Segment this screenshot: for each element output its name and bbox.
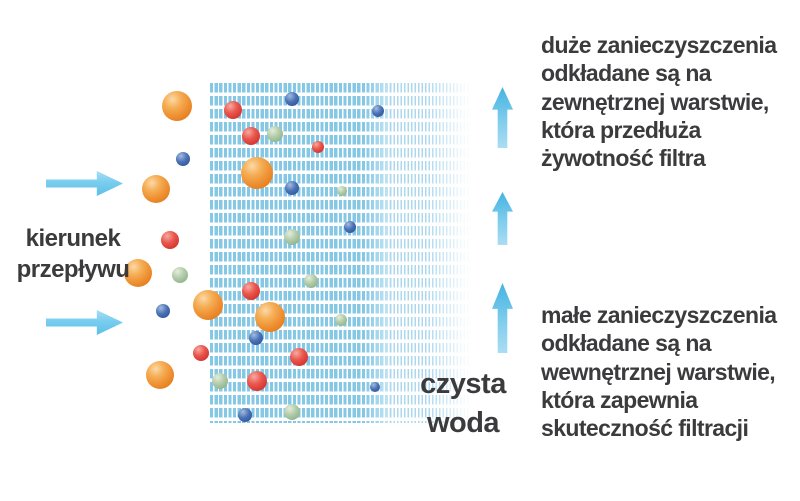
particle-orange (142, 175, 170, 203)
clean-water-label: czysta woda (410, 365, 516, 443)
particle-green (337, 186, 347, 196)
clean-water-line1: czysta (420, 368, 506, 400)
particle-blue (370, 382, 380, 392)
particle-green (304, 274, 318, 288)
particle-red (247, 371, 267, 391)
particle-green (284, 229, 300, 245)
particle-red (242, 282, 260, 300)
particle-red (312, 141, 324, 153)
particle-blue (285, 181, 299, 195)
note-top-line2: odkładane są na (541, 60, 712, 87)
particle-orange (255, 302, 285, 332)
note-bottom-line3: wewnętrznej warstwie, (541, 358, 776, 385)
note-top-line1: duże zanieczyszczenia (541, 32, 777, 58)
note-large-contaminants: duże zanieczyszczenia odkładane są na ze… (541, 31, 793, 172)
particle-green (212, 373, 228, 389)
particle-orange (146, 361, 174, 389)
particle-green (267, 126, 283, 142)
particle-orange (193, 290, 223, 320)
particle-orange (124, 259, 152, 287)
particle-red (242, 127, 260, 145)
flow-direction-line2: przepływu (16, 256, 130, 283)
particle-orange (241, 157, 273, 189)
note-small-contaminants: małe zanieczyszczenia odkładane są na we… (541, 301, 793, 442)
particle-blue (249, 331, 263, 345)
particle-red (161, 231, 179, 249)
particle-green (335, 314, 347, 326)
filter-mesh-inner-layer (390, 83, 472, 423)
flow-direction-label: kierunek przepływu (8, 223, 138, 285)
particle-green (172, 267, 188, 283)
particle-blue (344, 221, 356, 233)
particle-blue (238, 408, 252, 422)
particle-orange (162, 91, 192, 121)
particle-blue (176, 152, 190, 166)
particle-blue (285, 92, 299, 106)
clean-water-line2: woda (426, 407, 500, 439)
note-bottom-line4: która zapewnia (541, 386, 698, 413)
particle-red (224, 101, 242, 119)
particle-green (284, 404, 300, 420)
note-top-line4: która przedłuża (541, 116, 701, 143)
particle-red (193, 345, 209, 361)
note-bottom-line2: odkładane są na (541, 330, 712, 357)
flow-direction-line1: kierunek (25, 225, 121, 252)
note-bottom-line5: skuteczność filtracji (541, 415, 749, 442)
particle-red (290, 348, 308, 366)
filter-mesh-outer-layer (210, 83, 390, 423)
note-top-line5: żywotność filtra (541, 145, 706, 172)
particle-blue (156, 304, 170, 318)
note-top-line3: zewnętrznej warstwie, (541, 88, 769, 115)
particle-blue (372, 105, 384, 117)
note-bottom-line1: małe zanieczyszczenia (541, 302, 777, 328)
